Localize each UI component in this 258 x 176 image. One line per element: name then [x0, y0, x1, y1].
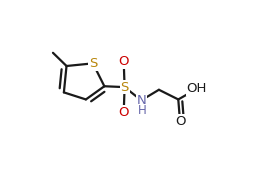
Text: S: S — [120, 81, 129, 94]
Text: S: S — [89, 57, 97, 70]
Text: OH: OH — [187, 82, 207, 95]
Text: O: O — [118, 106, 129, 119]
Text: O: O — [118, 55, 129, 68]
Text: N: N — [136, 94, 146, 107]
Text: O: O — [175, 115, 185, 128]
Text: H: H — [138, 103, 147, 117]
